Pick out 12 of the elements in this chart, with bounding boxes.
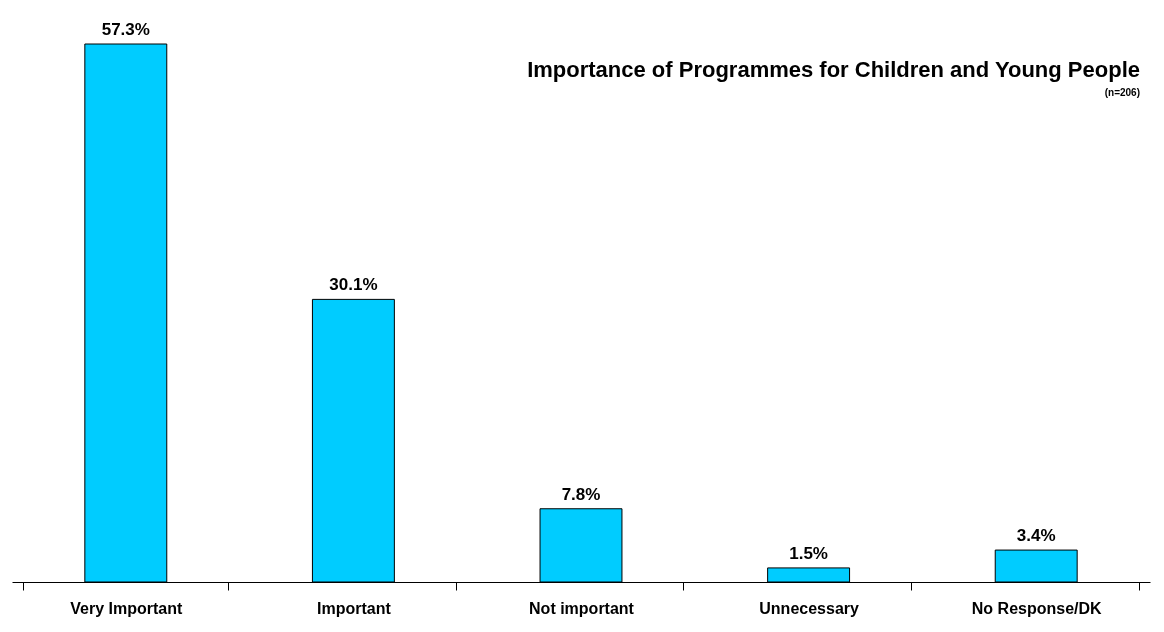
x-tick-label: Very Important (70, 599, 183, 617)
text: (n=206) (1104, 87, 1140, 98)
x-tick-label: No Response/DK (971, 599, 1103, 617)
data-label: 7.8% (561, 484, 601, 504)
text: Importance of Programmes for Children and Young People (527, 57, 1140, 82)
x-tick-label: Unnecessary (759, 599, 860, 617)
data-label: 3.4% (1016, 526, 1056, 546)
data-label: 30.1% (329, 275, 378, 295)
x-tick-label: Important (317, 599, 392, 617)
x-tick-label: Not important (529, 599, 635, 617)
data-label: 1.5% (789, 543, 828, 563)
data-label: 57.3% (101, 20, 150, 39)
